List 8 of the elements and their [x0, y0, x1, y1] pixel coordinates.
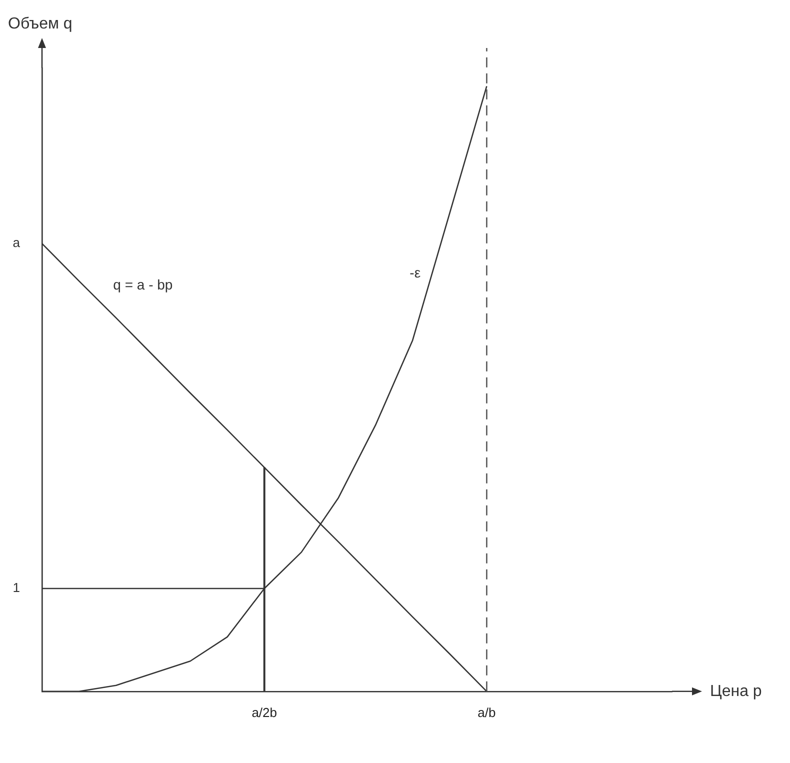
x-tick-label: a/b — [478, 704, 496, 720]
text: 1 — [12, 580, 20, 596]
series-label: q = a - bp — [113, 276, 173, 292]
x-tick-label: a/2b — [252, 704, 278, 720]
series-label: -ε — [410, 264, 421, 280]
text: a — [12, 235, 21, 250]
x-axis-title: Цена p — [710, 682, 762, 700]
y-axis-title: Объем q — [8, 15, 72, 32]
